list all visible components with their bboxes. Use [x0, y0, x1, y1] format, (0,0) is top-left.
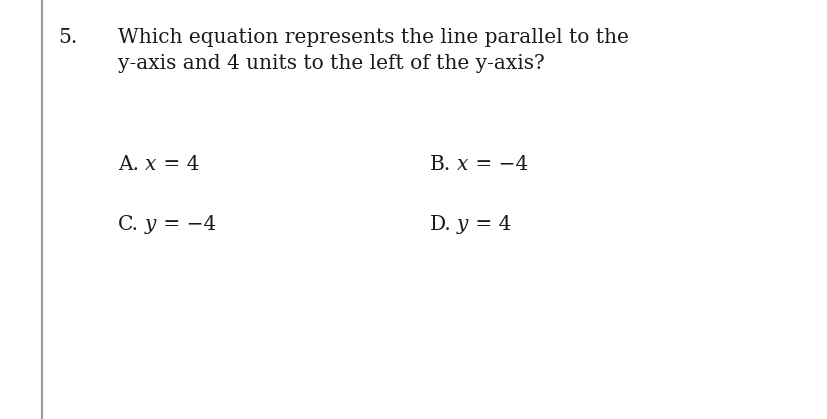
- Text: B.: B.: [429, 155, 451, 174]
- Text: y: y: [457, 215, 468, 234]
- Text: y: y: [145, 215, 156, 234]
- Text: = −4: = −4: [157, 215, 216, 234]
- Text: x: x: [457, 155, 468, 174]
- Text: 5.: 5.: [58, 28, 77, 47]
- Text: A.: A.: [118, 155, 139, 174]
- Text: Which equation represents the line parallel to the: Which equation represents the line paral…: [118, 28, 629, 47]
- Text: = 4: = 4: [468, 215, 511, 234]
- Text: y-axis and 4 units to the left of the y-axis?: y-axis and 4 units to the left of the y-…: [118, 54, 544, 73]
- Text: D.: D.: [429, 215, 452, 234]
- Text: C.: C.: [118, 215, 139, 234]
- Text: = 4: = 4: [157, 155, 199, 174]
- Text: = −4: = −4: [468, 155, 528, 174]
- Text: x: x: [145, 155, 156, 174]
